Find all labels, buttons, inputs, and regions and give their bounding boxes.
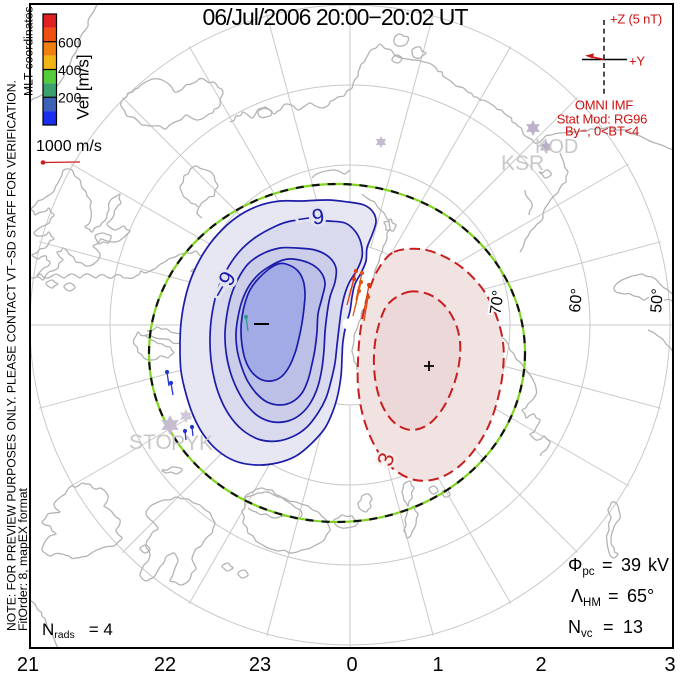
svg-text:PYK: PYK: [171, 432, 213, 455]
svg-text:400: 400: [58, 62, 82, 78]
svg-text:KOD: KOD: [535, 136, 578, 158]
svg-text:06/Jul/2006 20:00−20:02 UT: 06/Jul/2006 20:00−20:02 UT: [203, 4, 469, 30]
svg-text:60°: 60°: [567, 288, 586, 314]
svg-text:2: 2: [535, 654, 546, 674]
svg-text:21: 21: [17, 654, 39, 674]
svg-text:NOTE: FOR PREVIEW PURPOSES ONL: NOTE: FOR PREVIEW PURPOSES ONLY. PLEASE …: [5, 80, 19, 631]
svg-text:KSR: KSR: [501, 152, 544, 175]
svg-text:OMNI IMF: OMNI IMF: [575, 98, 634, 113]
svg-text:FitOrder: 8, mapEX format: FitOrder: 8, mapEX format: [16, 487, 30, 631]
svg-text:By−, 0<BT<4: By−, 0<BT<4: [565, 124, 639, 139]
svg-text:1000 m/s: 1000 m/s: [36, 138, 102, 155]
svg-text:Nvc=13: Nvc = 13: [568, 617, 643, 640]
svg-text:22: 22: [154, 654, 176, 674]
svg-text:STO: STO: [129, 431, 172, 454]
svg-text:70°: 70°: [487, 289, 507, 315]
svg-text:Vel [m/s]: Vel [m/s]: [74, 54, 93, 119]
svg-text:−9: −9: [296, 203, 328, 232]
svg-text:23: 23: [249, 654, 271, 674]
svg-text:MLT coordinates: MLT coordinates: [22, 6, 36, 96]
svg-text:50°: 50°: [648, 288, 667, 313]
svg-text:0: 0: [346, 654, 357, 674]
svg-text:Stat Mod: RG96: Stat Mod: RG96: [557, 112, 647, 127]
svg-text:+Z (5 nT): +Z (5 nT): [610, 12, 662, 27]
svg-text:1: 1: [432, 654, 443, 674]
svg-text:600: 600: [58, 35, 82, 51]
svg-text:+Y: +Y: [629, 54, 645, 69]
svg-text:3: 3: [664, 654, 675, 674]
svg-text:200: 200: [58, 90, 82, 106]
